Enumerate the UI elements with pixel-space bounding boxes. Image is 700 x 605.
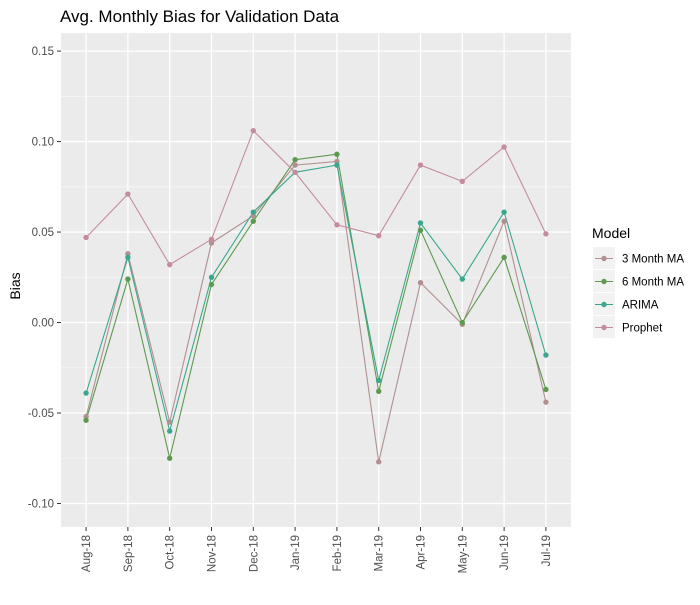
- data-point: [292, 156, 298, 163]
- data-point: [208, 236, 215, 242]
- data-point: [417, 220, 424, 226]
- x-tick-label: Oct-18: [165, 535, 177, 570]
- series-line: [85, 129, 547, 266]
- x-tick-label: Aug-18: [81, 535, 93, 572]
- x-tick-label: Jan-19: [290, 535, 302, 570]
- data-point: [166, 261, 173, 268]
- data-point: [292, 162, 298, 168]
- x-tick-label: Dec-18: [248, 535, 260, 572]
- data-point: [125, 191, 131, 197]
- data-point: [501, 209, 507, 215]
- x-tick-label: Feb-19: [332, 535, 344, 571]
- legend-key-point: [601, 324, 607, 331]
- data-point: [166, 428, 173, 434]
- x-tick-label: Nov-18: [206, 535, 218, 572]
- data-point: [250, 128, 256, 134]
- data-point: [208, 274, 215, 280]
- data-point: [417, 280, 424, 286]
- data-point: [334, 162, 340, 168]
- legend-label: ARIMA: [622, 300, 659, 312]
- data-point: [376, 232, 382, 239]
- legend-key-point: [601, 301, 607, 308]
- x-tick-label: Jul-19: [541, 535, 553, 566]
- series-line: [85, 153, 547, 459]
- data-point: [250, 218, 256, 224]
- data-point: [166, 419, 173, 425]
- plot-panel-background: [61, 33, 571, 527]
- data-point: [543, 399, 549, 405]
- data-point: [501, 218, 507, 224]
- legend-key-point: [601, 255, 607, 262]
- plot-area: -0.10 -0.05 0.00 0.05 0.10 0.15 Aug-18 Sep-18 Oc…: [28, 33, 571, 573]
- y-tick-label: 0.00: [32, 318, 54, 330]
- data-point: [83, 390, 89, 396]
- data-point: [417, 162, 424, 168]
- data-point: [417, 227, 424, 233]
- data-point: [376, 377, 382, 384]
- y-tick-label: -0.10: [28, 498, 54, 510]
- data-point: [543, 231, 549, 237]
- data-point: [208, 281, 215, 288]
- y-axis-title: Bias: [7, 272, 23, 299]
- x-tick-label: Apr-19: [416, 535, 428, 570]
- legend-label: 3 Month MA: [622, 254, 684, 266]
- legend-label: Prophet: [622, 323, 663, 335]
- data-point: [83, 234, 89, 241]
- series-line: [85, 160, 547, 463]
- legend-key-point: [601, 278, 607, 285]
- y-tick-label: 0.10: [32, 137, 54, 149]
- data-point: [250, 209, 256, 215]
- y-tick-label: 0.05: [32, 227, 54, 239]
- data-point: [292, 169, 298, 176]
- x-tick-label: Jun-19: [499, 535, 511, 570]
- legend: Model 3 Month MA 6 Month MA ARIMA Prophet: [592, 225, 684, 338]
- x-tick-label: Mar-19: [374, 535, 386, 571]
- data-point: [166, 455, 173, 461]
- data-point: [501, 144, 507, 150]
- data-point: [376, 388, 382, 394]
- series-line: [85, 164, 547, 432]
- data-point: [543, 386, 549, 393]
- data-point: [459, 276, 466, 282]
- legend-title: Model: [592, 225, 630, 241]
- data-point: [459, 178, 466, 185]
- data-point: [125, 254, 131, 261]
- data-point: [334, 222, 340, 228]
- legend-label: 6 Month MA: [622, 277, 684, 289]
- y-tick-label: -0.05: [28, 408, 54, 420]
- y-tick-label: 0.15: [32, 46, 54, 58]
- x-tick-label: Sep-18: [123, 535, 135, 572]
- x-tick-label: May-19: [457, 535, 469, 573]
- data-point: [334, 151, 340, 157]
- data-point: [376, 459, 382, 465]
- chart-title: Avg. Monthly Bias for Validation Data: [60, 7, 340, 26]
- data-point: [501, 254, 507, 261]
- data-point: [83, 417, 89, 423]
- data-point: [125, 276, 131, 282]
- data-point: [459, 319, 466, 326]
- data-point: [543, 352, 549, 358]
